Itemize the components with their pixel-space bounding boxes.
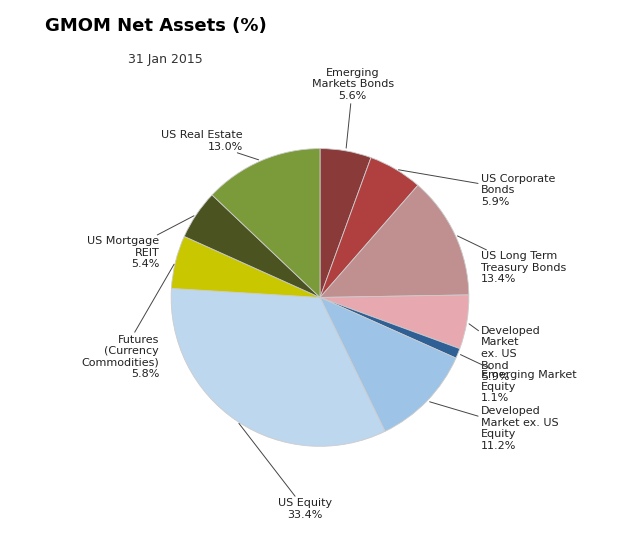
Wedge shape bbox=[172, 236, 320, 297]
Wedge shape bbox=[212, 148, 320, 297]
Wedge shape bbox=[320, 148, 371, 297]
Text: Emerging Market
Equity
1.1%: Emerging Market Equity 1.1% bbox=[460, 355, 577, 404]
Wedge shape bbox=[320, 295, 469, 349]
Text: Futures
(Currency
Commodities)
5.8%: Futures (Currency Commodities) 5.8% bbox=[81, 264, 174, 379]
Text: GMOM Net Assets (%): GMOM Net Assets (%) bbox=[45, 17, 266, 34]
Text: US Long Term
Treasury Bonds
13.4%: US Long Term Treasury Bonds 13.4% bbox=[458, 236, 566, 284]
Text: US Real Estate
13.0%: US Real Estate 13.0% bbox=[161, 130, 259, 160]
Wedge shape bbox=[320, 157, 418, 297]
Text: Developed
Market ex. US
Equity
11.2%: Developed Market ex. US Equity 11.2% bbox=[429, 402, 558, 451]
Wedge shape bbox=[171, 289, 385, 446]
Wedge shape bbox=[184, 195, 320, 297]
Text: US Equity
33.4%: US Equity 33.4% bbox=[239, 423, 332, 520]
Wedge shape bbox=[320, 297, 456, 431]
Wedge shape bbox=[320, 185, 469, 297]
Text: Developed
Market
ex. US
Bond
5.9%: Developed Market ex. US Bond 5.9% bbox=[469, 324, 541, 382]
Text: Emerging
Markets Bonds
5.6%: Emerging Markets Bonds 5.6% bbox=[312, 68, 394, 148]
Text: US Corporate
Bonds
5.9%: US Corporate Bonds 5.9% bbox=[399, 170, 555, 207]
Wedge shape bbox=[320, 297, 460, 358]
Text: 31 Jan 2015: 31 Jan 2015 bbox=[128, 53, 203, 66]
Text: US Mortgage
REIT
5.4%: US Mortgage REIT 5.4% bbox=[87, 216, 194, 270]
